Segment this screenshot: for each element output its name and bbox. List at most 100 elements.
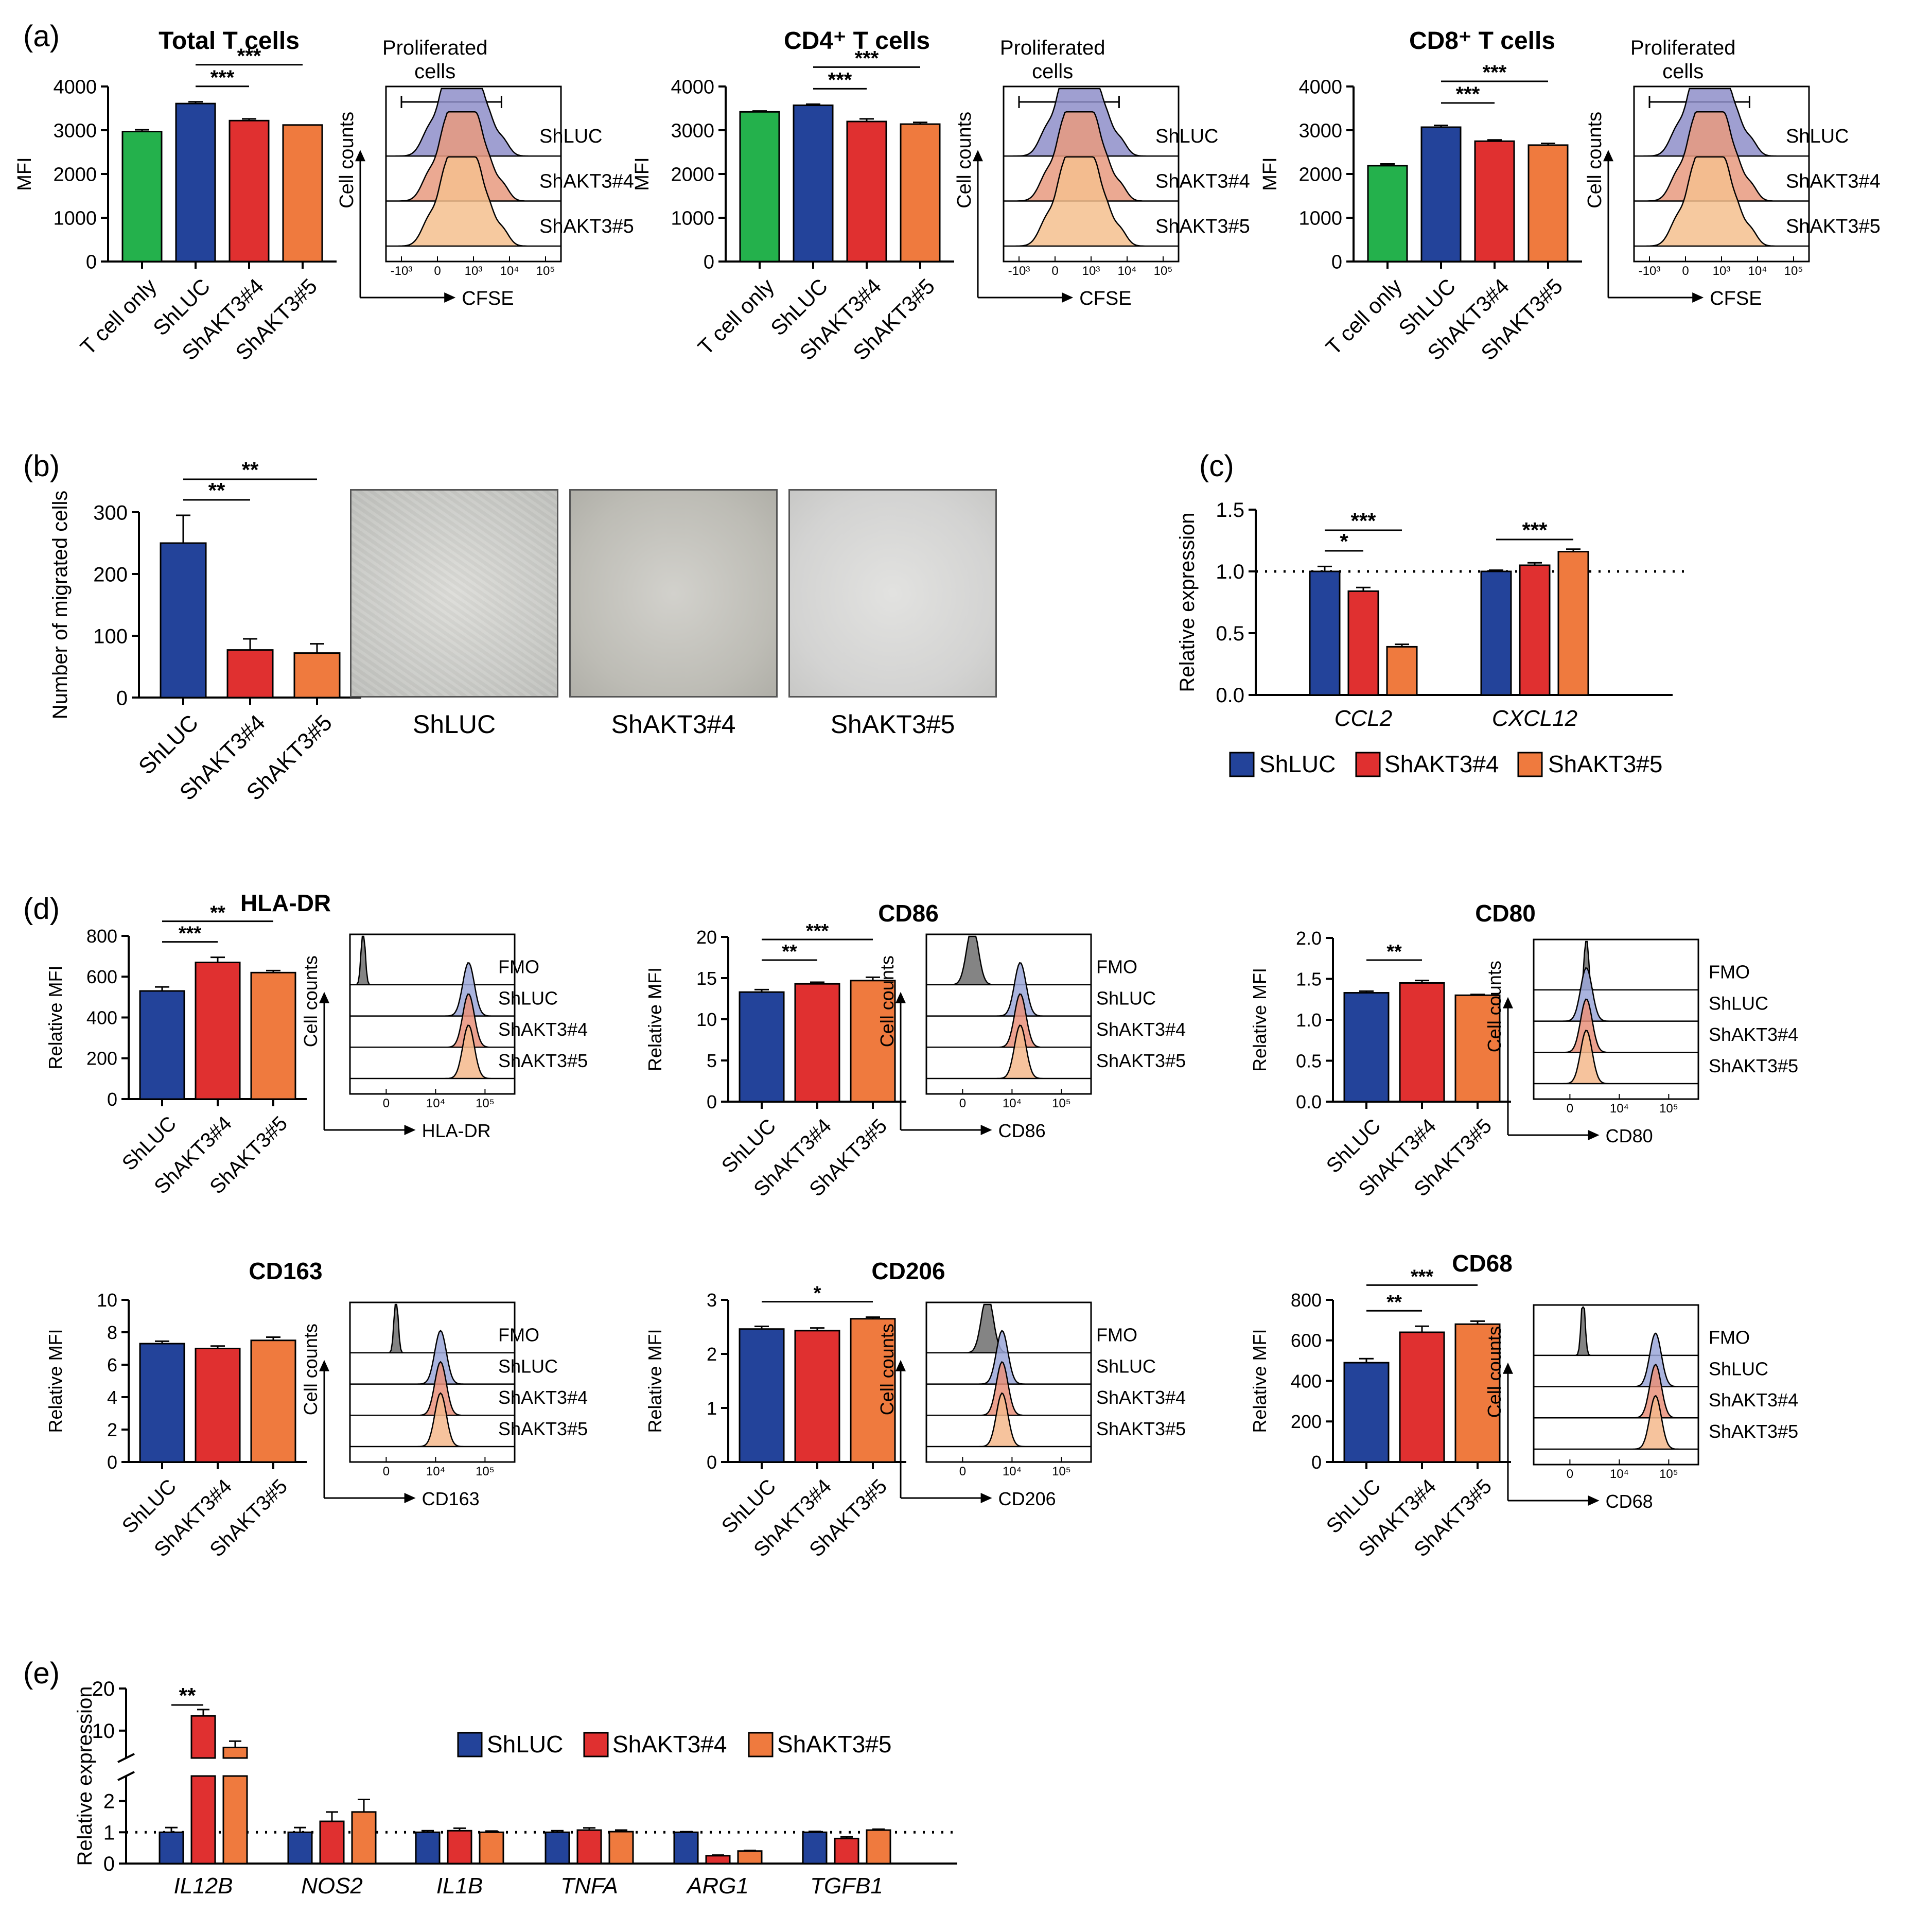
flow-fa1: ShLUC ShAKT3#4 ShAKT3#5 -10³ 0 10³ 10⁴ 10⁵ CFSE C…	[336, 37, 634, 309]
y-tick-label: 5	[707, 1050, 717, 1071]
chart-title: CD80	[1475, 900, 1536, 927]
y-axis-label: Cell counts	[1484, 1326, 1505, 1418]
bar-ShAKT3#5	[850, 980, 896, 1103]
bar-ShAKT3#5	[250, 971, 296, 1100]
chart-c: 0.0 0.5 1.0 1.5 CCL2 CXCL12 Relative expressio…	[1176, 499, 1688, 731]
y-tick-label: 800	[86, 926, 117, 947]
x-tick-label: 10⁴	[1610, 1467, 1629, 1481]
trace-label: ShLUC	[1096, 1355, 1156, 1377]
chart-title: CD4⁺ T cells	[784, 27, 930, 55]
flow-frame	[1533, 938, 1699, 1100]
group-label: ARG1	[686, 1873, 749, 1899]
y-tick-label: 3	[707, 1290, 717, 1311]
trace-label: ShAKT3#5	[498, 1050, 588, 1071]
trace-label: FMO	[498, 956, 539, 978]
significance-label: *	[1340, 529, 1348, 553]
y-tick-label: 0	[107, 1452, 117, 1473]
histogram-trace	[926, 1024, 1091, 1080]
flow-frame	[349, 933, 516, 1095]
micrograph-caption-shakt3-5: ShAKT3#5	[830, 710, 955, 739]
flow-fd4: FMO ShLUC ShAKT3#4 ShAKT3#5 0 10⁴ 10⁵ CD163 Cell…	[300, 1301, 588, 1509]
y-tick-label: 1.0	[1296, 1009, 1322, 1031]
bar-ShAKT3#5	[1454, 1323, 1501, 1463]
y-tick-label: 0	[103, 1853, 115, 1875]
bar-ShAKT3#5	[293, 652, 341, 699]
x-tick-label: 10⁵	[1784, 264, 1803, 278]
y-arrowhead	[1503, 1362, 1513, 1374]
chart-title: CD86	[878, 900, 939, 927]
legend-c-swatch-shluc	[1229, 752, 1255, 777]
y-axis-label: Number of migrated cells	[49, 491, 72, 720]
y-tick-label: 3000	[1298, 120, 1342, 142]
bar-T cell only	[1367, 165, 1408, 263]
y-tick-label: 400	[1291, 1370, 1322, 1391]
y-tick-label: 3000	[671, 120, 714, 142]
bar-ShAKT3#5-ARG1	[737, 1850, 763, 1865]
y-tick-label: 10	[92, 1720, 115, 1743]
y-axis-label: Relative MFI	[1249, 1329, 1270, 1433]
group-label: TGFB1	[810, 1873, 883, 1899]
x-tick-label: 10⁴	[426, 1465, 445, 1478]
x-tick-label: 0	[1567, 1102, 1573, 1116]
x-tick-label: 10⁵	[1659, 1102, 1678, 1116]
trace-label: ShLUC	[498, 1355, 558, 1377]
bar-ShLUC-TGFB1	[802, 1831, 828, 1865]
y-arrowhead	[1603, 150, 1613, 162]
y-tick-label: 0	[1311, 1452, 1322, 1473]
histogram-trace	[1534, 1030, 1698, 1085]
y-tick-label: 4000	[53, 77, 97, 98]
group-label: IL12B	[174, 1873, 233, 1899]
x-tick-label: 0	[1567, 1467, 1573, 1481]
significance-label: **	[1386, 1292, 1402, 1313]
y-axis-label: Relative expression	[74, 1686, 96, 1866]
y-tick-label: 300	[93, 501, 128, 524]
y-tick-label: 1000	[671, 208, 714, 230]
significance-label: ***	[828, 68, 852, 91]
group-label: IL1B	[436, 1873, 483, 1899]
y-tick-label: 0	[707, 1091, 717, 1112]
x-tick-label: 0	[383, 1465, 390, 1478]
trace-label: ShAKT3#5	[1786, 216, 1881, 237]
chart-title: CD206	[871, 1258, 945, 1284]
trace-label: ShLUC	[1709, 993, 1768, 1014]
chart-title: Total T cells	[159, 27, 300, 55]
trace-label: FMO	[1096, 956, 1137, 978]
y-tick-label: 2	[107, 1419, 117, 1440]
y-tick-label: 15	[696, 968, 717, 989]
legend-c-swatch-akt4	[1355, 752, 1381, 777]
x-axis-label: HLA-DR	[422, 1120, 491, 1141]
trace-label: ShAKT3#5	[1155, 216, 1250, 237]
y-tick-label: 2000	[53, 164, 97, 186]
panel-label-a: (a)	[23, 20, 60, 53]
x-tick-label: 0	[1051, 264, 1058, 278]
x-tick-label: 10⁴	[426, 1096, 445, 1110]
bar-ShLUC-IL12B	[159, 1831, 184, 1865]
y-tick-label: 4000	[671, 77, 714, 98]
y-arrowhead	[973, 150, 983, 162]
y-axis-label: Relative expression	[1176, 512, 1199, 692]
bar-ShAKT3#4	[794, 983, 840, 1103]
panel-label-b: (b)	[23, 449, 60, 483]
y-tick-label: 3000	[53, 120, 97, 142]
bar-ShLUC	[1343, 1362, 1390, 1463]
y-axis-label: Cell counts	[300, 1324, 321, 1415]
bar-ShAKT3#5-IL12B	[222, 1775, 248, 1865]
chart-d1: 0200400600800ShLUCShAKT3#4ShAKT3#5Relati…	[45, 890, 331, 1198]
micrograph-shluc	[350, 489, 558, 698]
panel-label-e: (e)	[23, 1657, 60, 1690]
histogram-trace	[1004, 156, 1179, 247]
bar-ShLUC-CXCL12	[1480, 570, 1512, 696]
bar-ShLUC	[739, 1328, 785, 1463]
y-tick-label: 600	[1291, 1330, 1322, 1351]
y-arrowhead	[319, 1360, 329, 1371]
bar-ShAKT3#4-NOS2	[319, 1820, 345, 1865]
x-tick-label: -10³	[1008, 264, 1030, 278]
bar-ShLUC	[793, 105, 834, 263]
bar-ShAKT3#5-IL1B	[479, 1831, 504, 1865]
y-tick-label: 600	[86, 966, 117, 987]
significance-label: ***	[1350, 509, 1376, 533]
micrograph-shakt3-4	[569, 489, 778, 698]
x-axis-label: CD68	[1606, 1491, 1653, 1512]
